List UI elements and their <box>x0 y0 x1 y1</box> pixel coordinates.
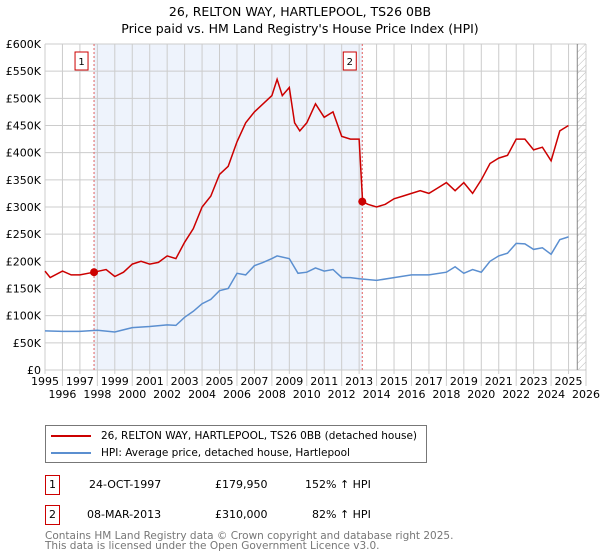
y-tick-label: £150K <box>6 283 42 296</box>
x-tick-label: 1997 <box>66 375 94 388</box>
legend-swatch-blue <box>51 452 91 454</box>
y-tick-label: £300K <box>6 201 42 214</box>
y-tick-label: £400K <box>6 147 42 160</box>
x-tick-label: 2005 <box>206 375 234 388</box>
x-tick-label: 2022 <box>502 388 530 401</box>
x-tick-label: 2016 <box>397 388 425 401</box>
footer: Contains HM Land Registry data © Crown c… <box>45 530 454 552</box>
sale-point <box>90 268 99 277</box>
x-tick-label: 2020 <box>467 388 495 401</box>
y-tick-label: £500K <box>6 92 42 105</box>
x-tick-label: 2007 <box>240 375 268 388</box>
transaction-date: 24-OCT-1997 <box>89 478 162 491</box>
y-tick-label: £0 <box>27 364 41 377</box>
transaction-row: 2 08-MAR-2013 £310,000 82% ↑ HPI <box>45 505 445 525</box>
annotation-box <box>74 51 89 71</box>
legend-label: HPI: Average price, detached house, Hart… <box>101 447 350 459</box>
chart-title: 26, RELTON WAY, HARTLEPOOL, TS26 0BB Pri… <box>0 3 600 37</box>
transaction-hpi: 152% ↑ HPI <box>305 478 371 491</box>
x-tick-label: 2000 <box>118 388 146 401</box>
x-tick-label: 2015 <box>380 375 408 388</box>
legend-item-property: 26, RELTON WAY, HARTLEPOOL, TS26 0BB (de… <box>51 428 417 444</box>
y-tick-label: £350K <box>6 174 42 187</box>
y-tick-label: £100K <box>6 310 42 323</box>
x-tick-label: 2024 <box>537 388 565 401</box>
price-chart: 1995199619971998199920002001200220032004… <box>6 38 600 401</box>
annotation-label: 2 <box>347 57 353 68</box>
y-tick-label: £250K <box>6 228 42 241</box>
y-tick-label: £450K <box>6 120 42 133</box>
annotation-label: 1 <box>78 57 84 68</box>
x-tick-label: 1996 <box>48 388 76 401</box>
x-tick-label: 2003 <box>171 375 199 388</box>
legend-item-hpi: HPI: Average price, detached house, Hart… <box>51 445 350 461</box>
transaction-number: 1 <box>45 475 60 495</box>
x-tick-label: 2021 <box>485 375 513 388</box>
transaction-price: £179,950 <box>215 478 268 491</box>
x-tick-label: 2012 <box>328 388 356 401</box>
x-tick-label: 2018 <box>432 388 460 401</box>
x-tick-label: 2004 <box>188 388 216 401</box>
x-tick-label: 2002 <box>153 388 181 401</box>
x-tick-label: 1999 <box>101 375 129 388</box>
series-line <box>44 236 569 333</box>
x-tick-label: 2014 <box>363 388 391 401</box>
x-tick-label: 2019 <box>450 375 478 388</box>
x-tick-label: 2009 <box>275 375 303 388</box>
x-tick-label: 1998 <box>83 388 111 401</box>
transaction-date: 08-MAR-2013 <box>87 508 162 521</box>
x-tick-label: 2023 <box>520 375 548 388</box>
x-tick-label: 2010 <box>293 388 321 401</box>
chart-subtitle: Price paid vs. HM Land Registry's House … <box>121 21 479 36</box>
transaction-price: £310,000 <box>215 508 268 521</box>
x-tick-label: 2008 <box>258 388 286 401</box>
sale-point <box>358 197 367 206</box>
y-tick-label: £50K <box>13 337 42 350</box>
transaction-hpi: 82% ↑ HPI <box>312 508 371 521</box>
x-tick-label: 2013 <box>345 375 373 388</box>
legend-swatch-red <box>51 435 91 437</box>
footer-copyright: Contains HM Land Registry data © Crown c… <box>45 530 454 542</box>
annotation-box <box>342 51 357 71</box>
y-tick-label: £600K <box>6 38 42 51</box>
chart-title-main: 26, RELTON WAY, HARTLEPOOL, TS26 0BB <box>168 4 432 19</box>
x-tick-label: 2006 <box>223 388 251 401</box>
x-tick-label: 2001 <box>136 375 164 388</box>
x-tick-label: 2017 <box>415 375 443 388</box>
transaction-number: 2 <box>45 505 60 525</box>
footer-license: This data is licensed under the Open Gov… <box>45 540 380 552</box>
legend-label: 26, RELTON WAY, HARTLEPOOL, TS26 0BB (de… <box>101 430 418 442</box>
x-tick-label: 2025 <box>555 375 583 388</box>
x-tick-label: 1995 <box>31 375 59 388</box>
y-tick-label: £200K <box>6 255 42 268</box>
legend: 26, RELTON WAY, HARTLEPOOL, TS26 0BB (de… <box>45 425 427 463</box>
x-tick-label: 2011 <box>310 375 338 388</box>
transaction-row: 1 24-OCT-1997 £179,950 152% ↑ HPI <box>45 475 445 495</box>
y-tick-label: £550K <box>6 65 42 78</box>
series-line <box>44 76 569 279</box>
x-tick-label: 2026 <box>572 388 600 401</box>
